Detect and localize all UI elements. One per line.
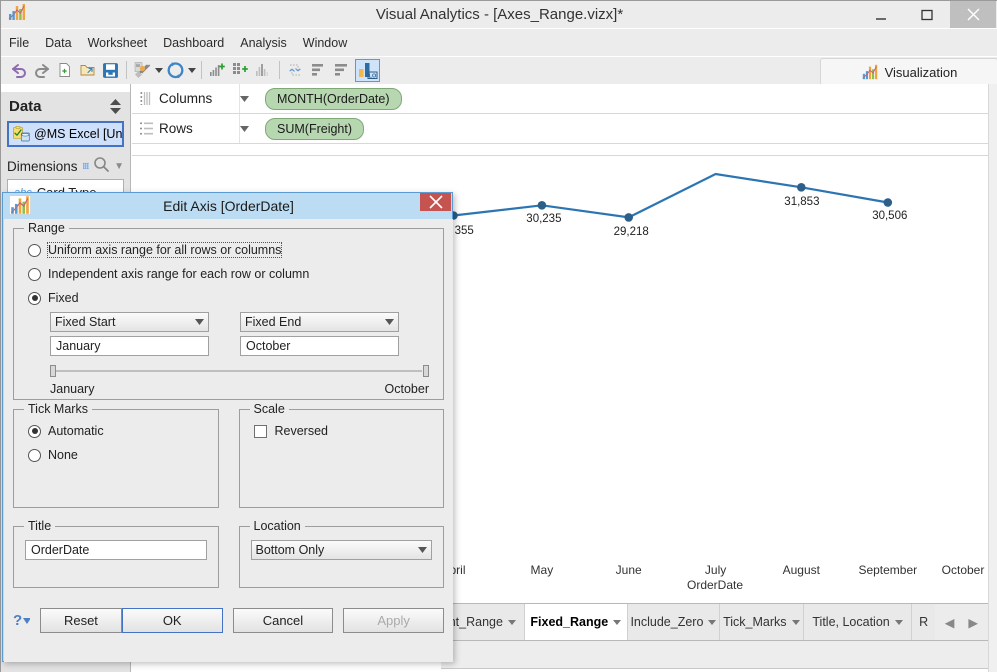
svg-text:LO: LO [368, 73, 376, 79]
